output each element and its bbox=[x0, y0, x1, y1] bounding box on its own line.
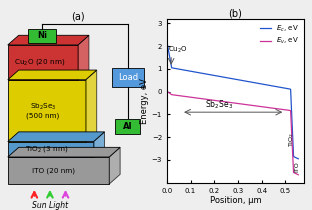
Bar bbox=[28, 29, 56, 43]
Text: (a): (a) bbox=[71, 11, 85, 21]
Bar bbox=[8, 45, 78, 80]
Y-axis label: Energy, eV: Energy, eV bbox=[140, 78, 149, 124]
Legend: $E_c$, eV, $E_v$, eV: $E_c$, eV, $E_v$, eV bbox=[259, 22, 301, 48]
Text: Cu$_2$O: Cu$_2$O bbox=[168, 45, 188, 55]
$E_v$, eV bbox=[292, 171, 295, 174]
$E_v$, eV bbox=[216, 100, 220, 102]
$E_v$, eV bbox=[192, 96, 196, 99]
$E_c$, eV bbox=[292, 155, 295, 158]
$E_c$, eV bbox=[165, 42, 169, 44]
Title: (b): (b) bbox=[229, 8, 242, 18]
X-axis label: Position, μm: Position, μm bbox=[210, 196, 261, 205]
Line: $E_v$, eV: $E_v$, eV bbox=[167, 91, 298, 175]
Text: Sb$_2$Se$_3$
(500 nm): Sb$_2$Se$_3$ (500 nm) bbox=[26, 102, 60, 119]
$E_c$, eV bbox=[198, 72, 202, 74]
Text: Sun Light: Sun Light bbox=[32, 201, 68, 210]
Text: Load: Load bbox=[118, 73, 138, 82]
Text: TiO$_2$ (3 nm): TiO$_2$ (3 nm) bbox=[25, 144, 68, 154]
Text: ITO (20 nm): ITO (20 nm) bbox=[32, 167, 75, 174]
Bar bbox=[112, 68, 144, 87]
Bar bbox=[115, 119, 140, 134]
Polygon shape bbox=[8, 147, 120, 157]
Text: TiO$_2$: TiO$_2$ bbox=[287, 132, 296, 147]
$E_c$, eV bbox=[168, 60, 172, 63]
$E_c$, eV bbox=[201, 72, 204, 75]
Text: Sb$_2$Se$_3$: Sb$_2$Se$_3$ bbox=[205, 98, 233, 111]
Polygon shape bbox=[8, 70, 97, 80]
Polygon shape bbox=[8, 132, 105, 142]
Text: Al: Al bbox=[123, 122, 133, 131]
$E_c$, eV bbox=[192, 71, 196, 73]
$E_c$, eV bbox=[216, 75, 220, 77]
Bar bbox=[8, 157, 109, 184]
$E_v$, eV bbox=[198, 97, 202, 100]
$E_c$, eV bbox=[296, 158, 300, 160]
Text: Ni: Ni bbox=[37, 31, 47, 40]
$E_v$, eV bbox=[168, 92, 172, 95]
$E_v$, eV bbox=[296, 173, 300, 176]
$E_v$, eV bbox=[201, 97, 204, 100]
Text: Cu$_2$O (20 nm): Cu$_2$O (20 nm) bbox=[14, 57, 65, 67]
Line: $E_c$, eV: $E_c$, eV bbox=[167, 43, 298, 159]
Polygon shape bbox=[8, 35, 89, 45]
Polygon shape bbox=[94, 132, 105, 157]
Polygon shape bbox=[109, 147, 120, 184]
Text: ITO: ITO bbox=[294, 161, 299, 172]
Bar bbox=[8, 80, 86, 142]
$E_v$, eV bbox=[165, 89, 169, 92]
Polygon shape bbox=[86, 70, 97, 142]
Polygon shape bbox=[78, 35, 89, 80]
Bar bbox=[8, 142, 94, 157]
